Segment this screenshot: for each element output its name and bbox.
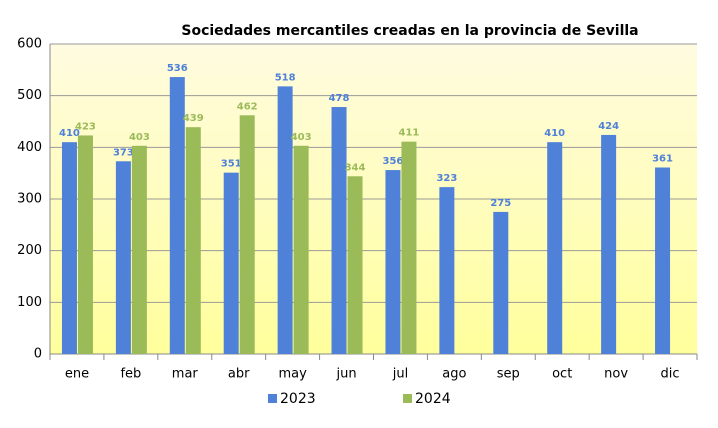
bar <box>169 77 185 355</box>
value-label: 275 <box>490 198 511 209</box>
value-label: 518 <box>275 72 296 83</box>
value-label: 423 <box>75 121 96 132</box>
value-label: 351 <box>221 159 242 170</box>
value-label: 344 <box>345 162 366 173</box>
value-label: 424 <box>598 121 619 132</box>
y-tick-label: 500 <box>17 88 42 103</box>
bar <box>277 86 293 354</box>
value-label: 439 <box>183 113 204 124</box>
x-tick-label: ago <box>442 367 466 382</box>
x-tick-label: may <box>278 367 307 382</box>
bar <box>331 107 347 355</box>
legend-swatch <box>403 394 412 403</box>
bar <box>655 167 671 354</box>
y-tick-label: 600 <box>17 37 42 52</box>
bar <box>439 187 455 354</box>
value-label: 361 <box>652 153 673 164</box>
value-label: 536 <box>167 63 188 74</box>
chart-title: Sociedades mercantiles creadas en la pro… <box>181 23 638 39</box>
bar <box>401 141 417 354</box>
x-tick-label: ene <box>65 367 89 382</box>
bar <box>493 211 509 354</box>
bar <box>239 115 255 354</box>
bar <box>293 145 309 354</box>
y-tick-label: 200 <box>17 243 42 258</box>
bar <box>347 176 363 354</box>
x-tick-label: abr <box>228 367 250 382</box>
x-tick-label: mar <box>172 367 199 382</box>
legend-label: 2024 <box>415 391 451 407</box>
value-label: 403 <box>291 132 312 143</box>
value-label: 323 <box>436 173 457 184</box>
value-label: 410 <box>59 128 80 139</box>
bar <box>131 145 147 354</box>
value-label: 410 <box>544 128 565 139</box>
value-label: 356 <box>383 156 404 167</box>
bar <box>223 172 239 354</box>
bar <box>61 142 77 354</box>
x-tick-label: oct <box>552 367 572 382</box>
x-tick-label: feb <box>120 367 141 382</box>
bar <box>547 142 563 354</box>
bar <box>601 134 617 354</box>
y-tick-label: 400 <box>17 140 42 155</box>
y-tick-label: 300 <box>17 192 42 207</box>
x-tick-label: sep <box>497 367 520 382</box>
bar <box>385 170 401 354</box>
x-tick-label: jun <box>335 367 356 382</box>
value-label: 373 <box>113 147 134 158</box>
value-label: 403 <box>129 132 150 143</box>
bar <box>77 135 93 354</box>
x-tick-label: dic <box>661 367 680 382</box>
y-tick-label: 100 <box>17 295 42 310</box>
value-label: 411 <box>399 128 420 139</box>
bar <box>185 127 201 354</box>
x-tick-label: jul <box>392 367 408 382</box>
value-label: 462 <box>237 101 258 112</box>
x-tick-label: nov <box>604 367 628 382</box>
value-label: 478 <box>329 93 350 104</box>
legend-label: 2023 <box>280 391 316 407</box>
bar <box>115 161 131 354</box>
legend-swatch <box>268 394 277 403</box>
y-tick-label: 0 <box>34 347 42 362</box>
